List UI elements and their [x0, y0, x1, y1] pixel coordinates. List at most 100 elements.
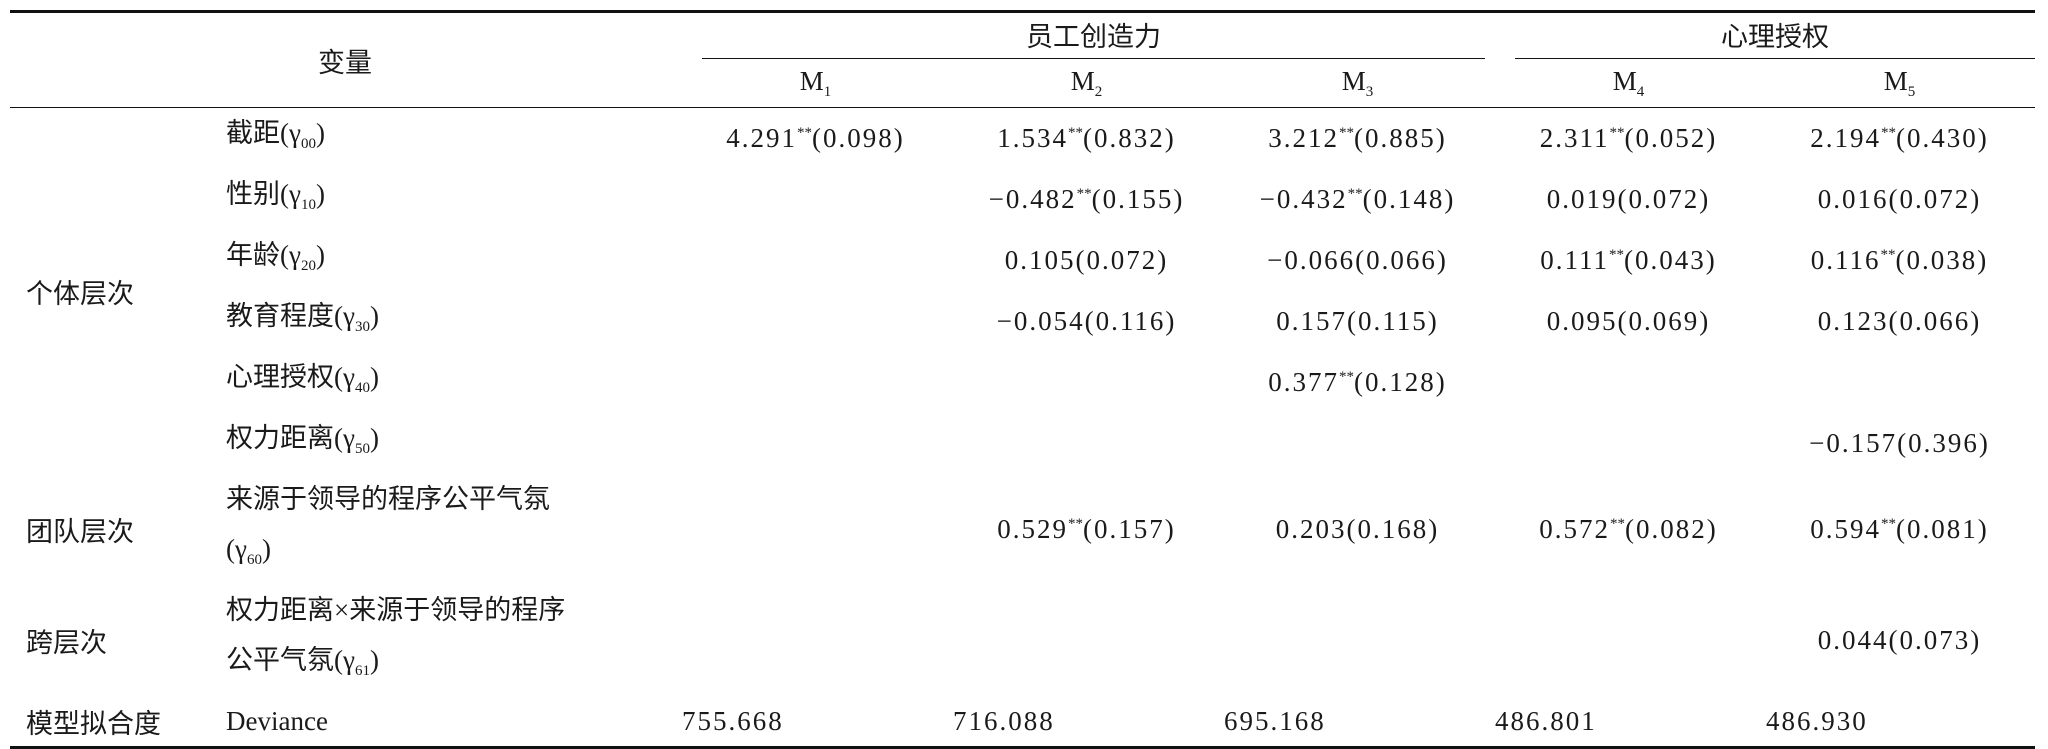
- subscript: 20: [300, 258, 316, 274]
- text: −0.482: [988, 184, 1077, 214]
- subscript: 10: [300, 197, 316, 213]
- page: 变量 员工创造力 心理授权 M1 M2 M3 M4 M5 个体层次 截距(γ00) 4.291…: [10, 10, 2035, 749]
- level-label: 团队层次: [26, 517, 134, 547]
- text: 0.044(0.073): [1817, 625, 1982, 655]
- value-cell: 0.377**(0.128): [1222, 352, 1493, 413]
- text: 0.572: [1539, 514, 1610, 544]
- text: 1.534: [997, 123, 1068, 153]
- subscript: 5: [1907, 84, 1916, 100]
- table-header: 变量 员工创造力 心理授权 M1 M2 M3 M4 M5: [10, 11, 2035, 108]
- text: 0.019(0.072): [1546, 184, 1711, 214]
- value-cell: [680, 413, 951, 474]
- text: (0.155): [1091, 184, 1185, 214]
- text: 0.016(0.072): [1817, 184, 1982, 214]
- significance-mark: **: [1881, 125, 1896, 141]
- text: 性别(γ: [226, 179, 301, 209]
- variable-line: 权力距离×来源于领导的程序: [226, 585, 680, 635]
- value-cell: [680, 474, 951, 585]
- text: 0.594: [1810, 514, 1881, 544]
- value-cell: [1222, 413, 1493, 474]
- text: 权力距离×来源于领导的程序: [226, 595, 566, 625]
- text: (0.832): [1083, 123, 1176, 153]
- significance-mark: **: [1068, 125, 1083, 141]
- regression-table: 变量 员工创造力 心理授权 M1 M2 M3 M4 M5 个体层次 截距(γ00) 4.291…: [10, 10, 2035, 749]
- value-cell: [951, 585, 1222, 696]
- value-cell: 0.105(0.072): [951, 230, 1222, 291]
- value-cell: 2.311**(0.052): [1493, 108, 1764, 170]
- variable-header: 变量: [10, 11, 680, 108]
- value-cell: [680, 169, 951, 230]
- text: (0.082): [1625, 514, 1718, 544]
- variable-line: 教育程度(γ30): [226, 291, 680, 352]
- subscript: 61: [354, 663, 370, 679]
- text: M: [1612, 66, 1637, 96]
- text: 0.111: [1540, 245, 1609, 275]
- model-header-row: M1 M2 M3 M4 M5: [10, 60, 2035, 108]
- text: ): [315, 240, 325, 270]
- significance-mark: **: [797, 125, 812, 141]
- value-cell: 4.291**(0.098): [680, 108, 951, 170]
- text: 4.291: [726, 123, 797, 153]
- text: M: [1883, 66, 1908, 96]
- table-row: 年龄(γ20) 0.105(0.072) −0.066(0.066) 0.111**(…: [10, 230, 2035, 291]
- text: (0.430): [1896, 123, 1989, 153]
- text: 0.377: [1268, 367, 1339, 397]
- subscript: 3: [1365, 84, 1374, 100]
- text: ): [369, 362, 379, 392]
- value-cell: 0.116**(0.038): [1764, 230, 2035, 291]
- variable-line: 年龄(γ20): [226, 230, 680, 291]
- group-header-row: 变量 员工创造力 心理授权: [10, 11, 2035, 108]
- variable-name: 来源于领导的程序公平气氛 (γ60): [220, 474, 680, 585]
- text: (0.885): [1354, 123, 1447, 153]
- group-header: 员工创造力: [680, 12, 1493, 61]
- significance-mark: **: [1076, 186, 1092, 202]
- value-cell: −0.432**(0.148): [1222, 169, 1493, 230]
- value-cell: 0.044(0.073): [1764, 585, 2035, 696]
- table-row: 教育程度(γ30) −0.054(0.116) 0.157(0.115) 0.095(…: [10, 291, 2035, 352]
- value-cell: 0.572**(0.082): [1493, 474, 1764, 585]
- significance-mark: **: [1609, 125, 1625, 141]
- text: −0.066(0.066): [1267, 245, 1448, 275]
- variable-name: 心理授权(γ40): [220, 352, 680, 413]
- text: (0.043): [1624, 245, 1717, 275]
- value-cell: 0.529**(0.157): [951, 474, 1222, 585]
- value-cell: 2.194**(0.430): [1764, 108, 2035, 170]
- group-label: 员工创造力: [702, 15, 1485, 59]
- significance-mark: **: [1609, 247, 1624, 263]
- text: (γ: [226, 534, 247, 564]
- text: ): [369, 301, 379, 331]
- model-header: M3: [1222, 60, 1493, 108]
- text: (0.081): [1896, 514, 1989, 544]
- level-label: 跨层次: [26, 628, 107, 658]
- model-header: M5: [1764, 60, 2035, 108]
- value-cell: 0.019(0.072): [1493, 169, 1764, 230]
- text: 0.095(0.069): [1546, 306, 1711, 336]
- variable-line: (γ60): [226, 524, 680, 585]
- model-header: M2: [951, 60, 1222, 108]
- significance-mark: **: [1339, 369, 1354, 385]
- text: (0.052): [1624, 123, 1718, 153]
- variable-line: 公平气氛(γ61): [226, 635, 680, 696]
- subscript: 60: [246, 552, 262, 568]
- value-cell: [951, 352, 1222, 413]
- text: (0.148): [1362, 184, 1456, 214]
- variable-name: 权力距离(γ50): [220, 413, 680, 474]
- variable-name: 性别(γ10): [220, 169, 680, 230]
- significance-mark: **: [1347, 186, 1363, 202]
- table-row: 跨层次 权力距离×来源于领导的程序公平气氛(γ61) 0.044(0.073): [10, 585, 2035, 696]
- value-cell: 0.203(0.168): [1222, 474, 1493, 585]
- value-cell: 0.157(0.115): [1222, 291, 1493, 352]
- text: M: [1070, 66, 1095, 96]
- table-body: 个体层次 截距(γ00) 4.291**(0.098) 1.534**(0.832) 3…: [10, 108, 2035, 748]
- significance-mark: **: [1339, 125, 1354, 141]
- variable-name: 年龄(γ20): [220, 230, 680, 291]
- level-label: 个体层次: [26, 278, 134, 309]
- value-cell: [680, 291, 951, 352]
- text: 公平气氛(γ: [226, 645, 355, 675]
- significance-mark: **: [1880, 247, 1896, 263]
- subscript: 00: [300, 136, 316, 152]
- text: 教育程度(γ: [226, 301, 355, 331]
- value-cell: 3.212**(0.885): [1222, 108, 1493, 170]
- group-header: 心理授权: [1493, 12, 2035, 61]
- value-cell: 0.111**(0.043): [1493, 230, 1764, 291]
